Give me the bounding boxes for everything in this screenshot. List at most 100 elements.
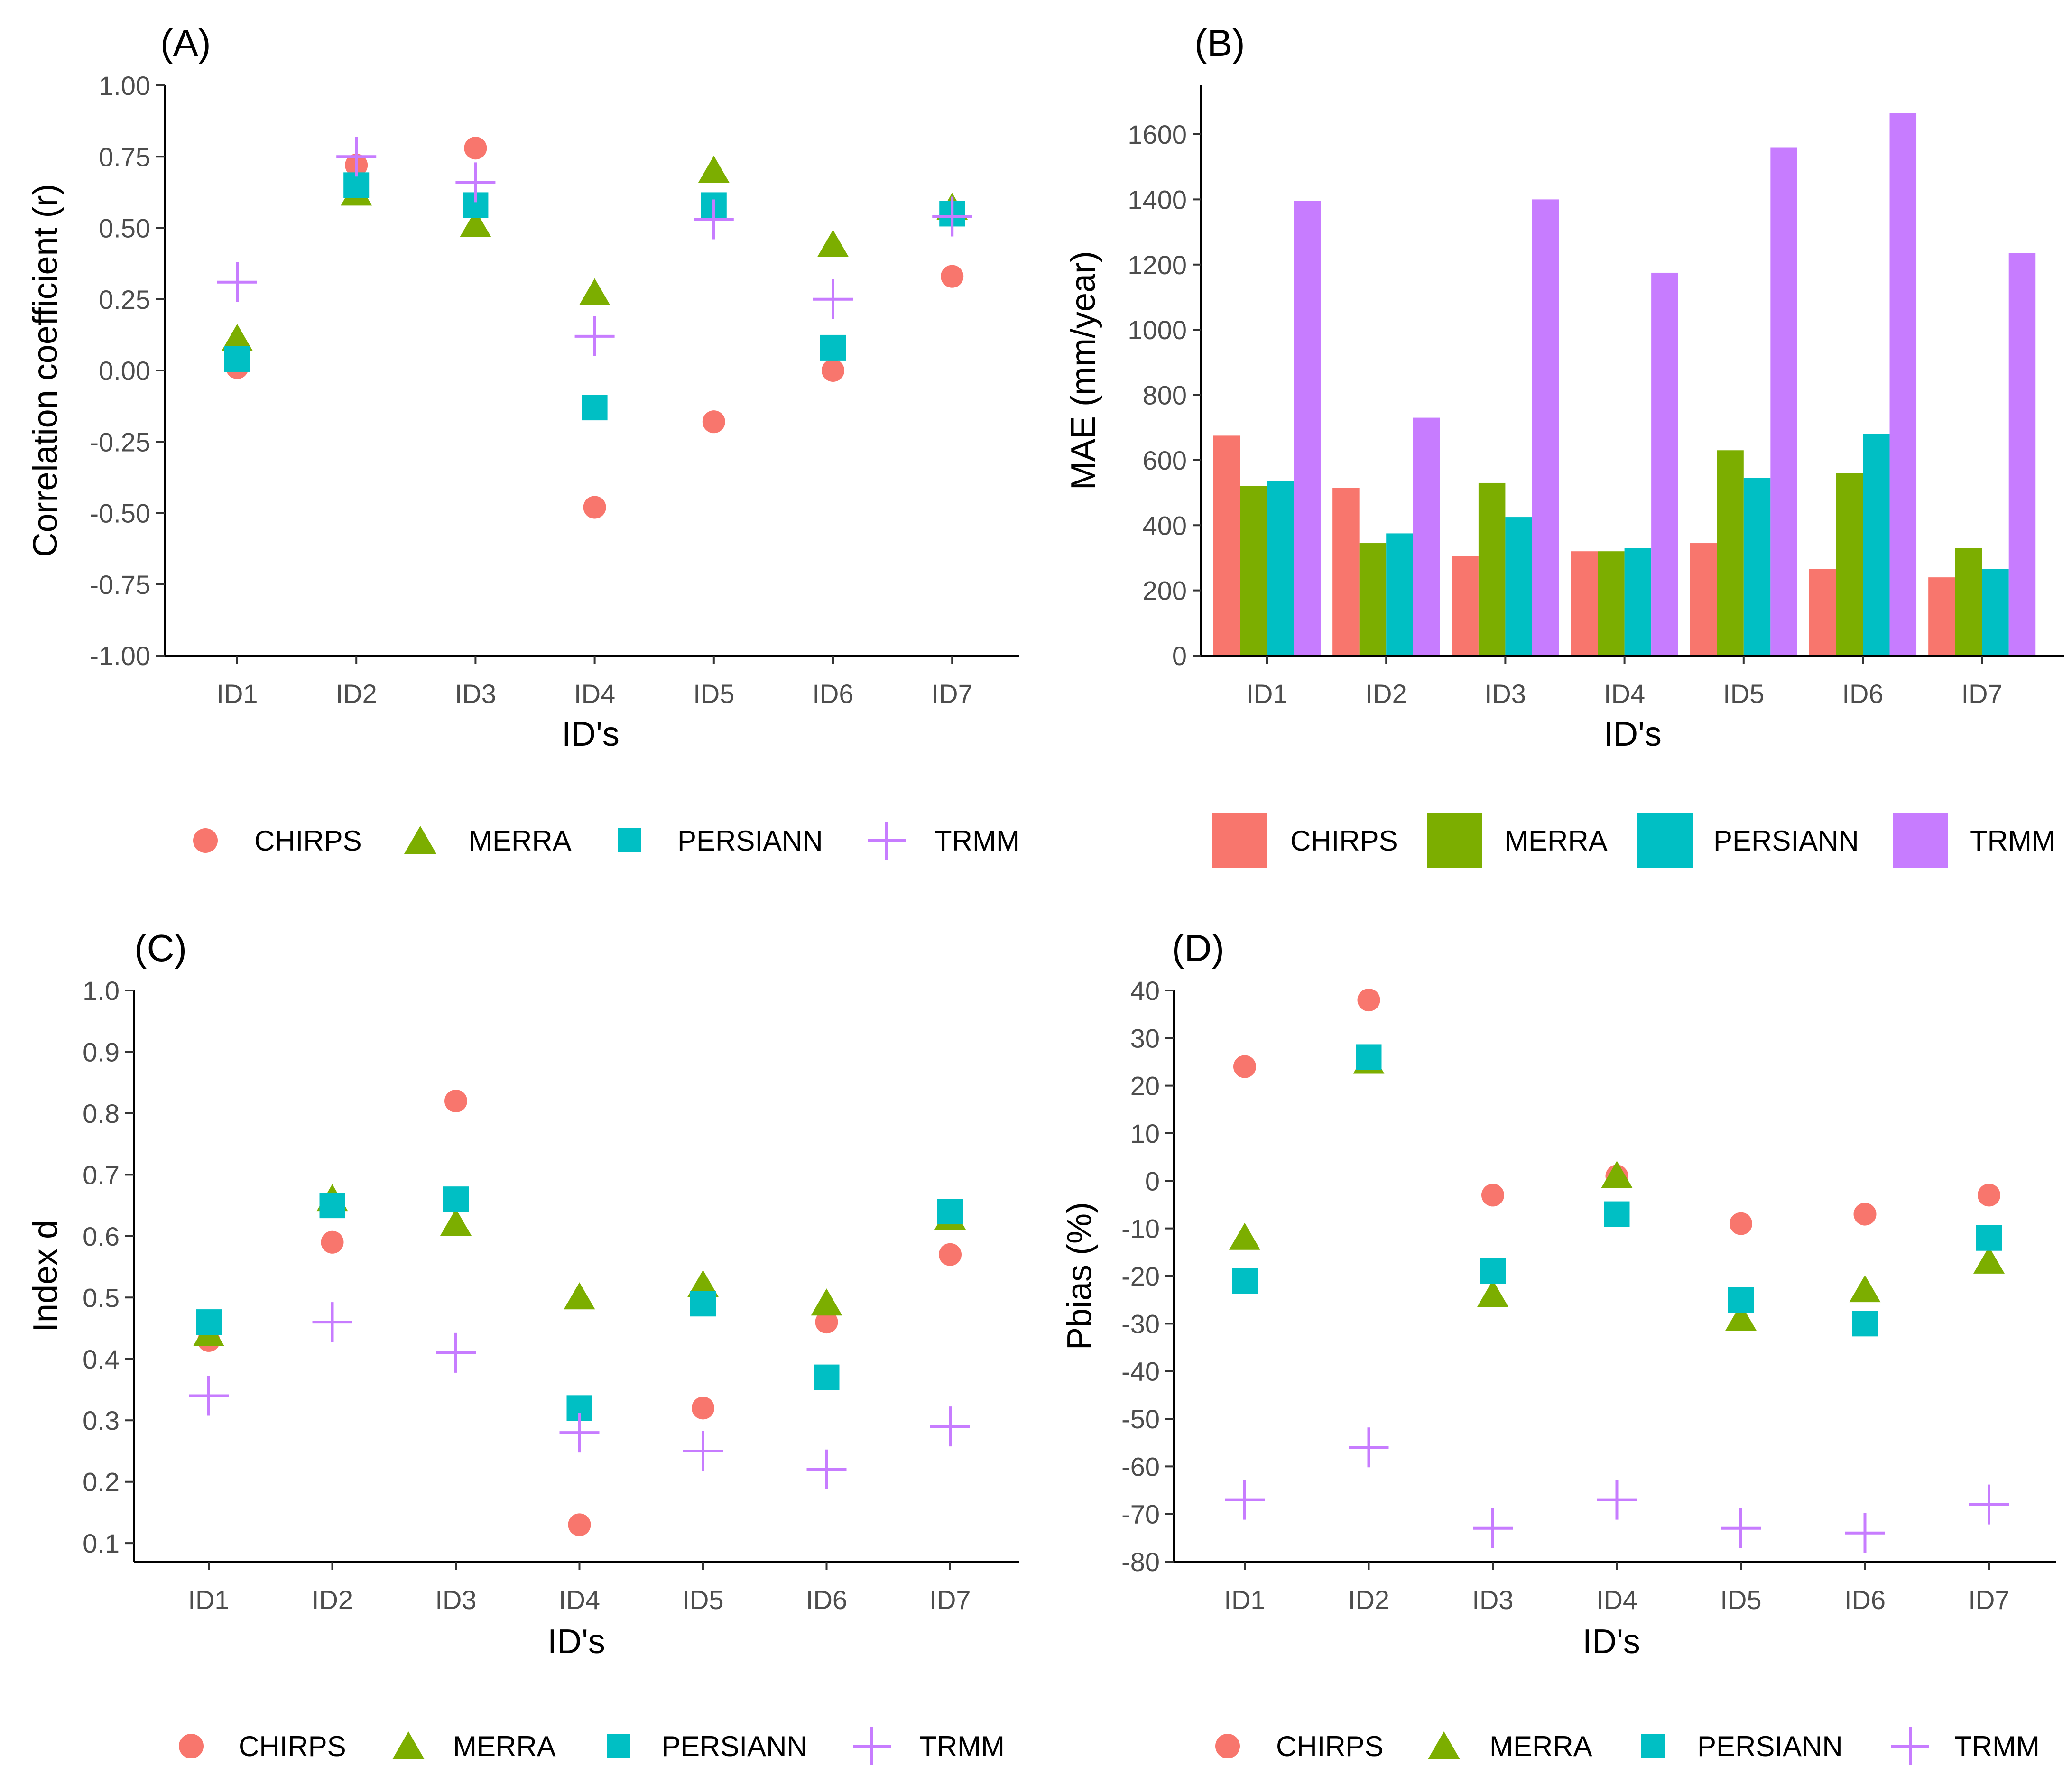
x-tick-label-id5: ID5 xyxy=(682,1585,723,1615)
x-tick-label-id3: ID3 xyxy=(455,679,496,709)
x-tick-label-id5: ID5 xyxy=(1720,1585,1761,1615)
point-trmm-id5 xyxy=(694,199,734,240)
panel-a-marks xyxy=(217,137,972,519)
y-tick-label: -0.50 xyxy=(90,499,150,528)
point-chirps-id7 xyxy=(941,265,964,288)
bar-persiann-id5 xyxy=(1743,478,1771,656)
point-merra-id6 xyxy=(817,230,849,257)
y-tick-label: -30 xyxy=(1121,1309,1160,1339)
bar-chirps-id5 xyxy=(1690,543,1717,656)
point-persiann-id6 xyxy=(814,1364,840,1390)
point-chirps-id1 xyxy=(1233,1055,1256,1078)
point-persiann-id1 xyxy=(224,346,250,372)
x-tick-label-id3: ID3 xyxy=(1472,1585,1513,1615)
panel-b-ticks: 0 200 400 600 800 1000 1200 1400 1600 ID1 ID2 ID3 ID… xyxy=(1128,120,2002,709)
point-trmm-id1 xyxy=(217,262,257,302)
point-trmm-id1 xyxy=(1225,1480,1265,1520)
legend-item-merra: MERRA xyxy=(392,1730,556,1762)
y-tick-label: 20 xyxy=(1130,1071,1160,1101)
panel-a-y-axis-title: Correlation coefficient (r) xyxy=(27,184,65,557)
point-merra-id3 xyxy=(1477,1280,1508,1307)
x-tick-label-id4: ID4 xyxy=(1604,679,1645,709)
legend-item-persiann: PERSIANN xyxy=(607,1730,807,1762)
point-persiann-id1 xyxy=(196,1309,222,1335)
y-tick-label: 600 xyxy=(1143,445,1187,475)
point-persiann-id5 xyxy=(1728,1287,1754,1313)
point-merra-id4 xyxy=(564,1282,595,1310)
point-persiann-id5 xyxy=(690,1291,716,1317)
point-trmm-id2 xyxy=(336,137,377,177)
point-chirps-id2 xyxy=(1357,989,1380,1012)
point-merra-id7 xyxy=(1973,1246,2005,1274)
legend-item-persiann: PERSIANN xyxy=(1641,1730,1843,1762)
point-trmm-id3 xyxy=(1473,1508,1513,1548)
x-tick-label-id7: ID7 xyxy=(1968,1585,2009,1615)
legend-key-persiann xyxy=(1641,1734,1665,1758)
panel-d-y-axis-title: Pbias (%) xyxy=(1061,1202,1099,1350)
panel-d-label: (D) xyxy=(1172,927,1224,969)
panel-c-x-axis-title: ID's xyxy=(547,1623,605,1661)
y-tick-label: -80 xyxy=(1121,1547,1160,1577)
legend-item-merra: MERRA xyxy=(1427,813,1608,868)
bar-trmm-id6 xyxy=(1889,113,1917,656)
point-merra-id6 xyxy=(811,1288,842,1316)
legend-key-merra xyxy=(1427,813,1482,868)
point-chirps-id2 xyxy=(321,1230,344,1254)
bar-trmm-id2 xyxy=(1413,417,1440,656)
legend-item-trmm: TRMM xyxy=(1893,813,2055,868)
y-tick-label: -10 xyxy=(1121,1214,1160,1244)
panel-a: (A) -1.00 -0.75 -0.50 -0.25 0.00 0.25 0.50 0.75… xyxy=(27,22,1020,860)
panel-c-marks xyxy=(189,1090,970,1536)
y-tick-label: 0.00 xyxy=(99,356,150,386)
bar-trmm-id5 xyxy=(1770,147,1797,656)
y-tick-label: 0.6 xyxy=(83,1221,120,1251)
point-chirps-id6 xyxy=(1853,1202,1877,1226)
bar-persiann-id2 xyxy=(1386,533,1413,656)
bar-merra-id3 xyxy=(1478,482,1506,656)
panel-b-y-axis-title: MAE (mm/year) xyxy=(1064,251,1102,490)
panel-d-ticks: -80 -70 -60 -50 -40 -30 -20 -10 0 10 20 30 40 ID1 ID2 I… xyxy=(1121,976,2010,1615)
point-merra-id5 xyxy=(687,1270,719,1297)
point-persiann-id2 xyxy=(1356,1044,1382,1070)
legend-label-chirps: CHIRPS xyxy=(1290,825,1398,857)
point-merra-id4 xyxy=(1601,1161,1633,1188)
panel-c-legend: CHIRPS MERRA PERSIANN TRMM xyxy=(179,1727,1005,1765)
point-chirps-id7 xyxy=(939,1243,962,1266)
y-tick-label: -20 xyxy=(1121,1261,1160,1291)
panel-b-marks xyxy=(1213,113,2036,656)
panel-d-legend: CHIRPS MERRA PERSIANN TRMM xyxy=(1215,1727,2040,1765)
panel-c-y-axis-title: Index d xyxy=(27,1220,65,1332)
point-trmm-id6 xyxy=(806,1449,847,1489)
point-trmm-id5 xyxy=(683,1431,723,1471)
legend-key-merra xyxy=(1428,1731,1460,1759)
legend-key-chirps xyxy=(193,828,218,853)
point-trmm-id3 xyxy=(436,1332,476,1373)
legend-key-persiann xyxy=(607,1734,630,1758)
legend-label-merra: MERRA xyxy=(1489,1730,1592,1762)
y-tick-label: 0.9 xyxy=(83,1037,120,1067)
bar-trmm-id4 xyxy=(1651,272,1678,656)
point-trmm-id5 xyxy=(1721,1508,1761,1548)
y-tick-label: 0.25 xyxy=(99,285,150,314)
legend-label-trmm: TRMM xyxy=(934,825,1020,857)
x-tick-label-id2: ID2 xyxy=(1348,1585,1389,1615)
y-tick-label: 1.0 xyxy=(83,976,120,1006)
point-persiann-id2 xyxy=(343,172,370,198)
legend-key-persiann xyxy=(618,828,641,852)
point-chirps-id4 xyxy=(568,1513,591,1536)
x-tick-label-id1: ID1 xyxy=(1246,679,1287,709)
y-tick-label: -1.00 xyxy=(90,641,150,671)
legend-label-persiann: PERSIANN xyxy=(662,1730,807,1762)
y-tick-label: 10 xyxy=(1130,1119,1160,1148)
point-persiann-id4 xyxy=(582,395,608,421)
legend-item-chirps: CHIRPS xyxy=(1212,813,1398,868)
point-persiann-id6 xyxy=(820,334,846,361)
bar-merra-id6 xyxy=(1836,473,1863,656)
point-merra-id3 xyxy=(460,210,491,237)
x-tick-label-id2: ID2 xyxy=(336,679,377,709)
point-chirps-id7 xyxy=(1978,1184,2000,1207)
legend-item-chirps: CHIRPS xyxy=(193,825,362,857)
y-tick-label: 200 xyxy=(1143,576,1187,606)
legend-item-persiann: PERSIANN xyxy=(1637,813,1859,868)
y-tick-label: 800 xyxy=(1143,380,1187,410)
